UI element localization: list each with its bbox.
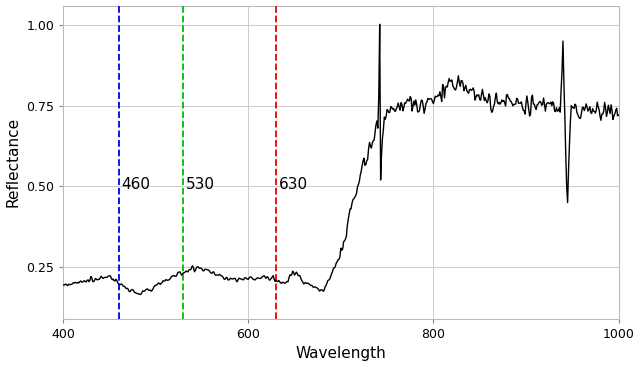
Text: 460: 460: [122, 177, 150, 192]
Text: 530: 530: [186, 177, 215, 192]
Text: 630: 630: [279, 177, 308, 192]
Y-axis label: Reflectance: Reflectance: [6, 117, 20, 207]
X-axis label: Wavelength: Wavelength: [296, 346, 386, 361]
